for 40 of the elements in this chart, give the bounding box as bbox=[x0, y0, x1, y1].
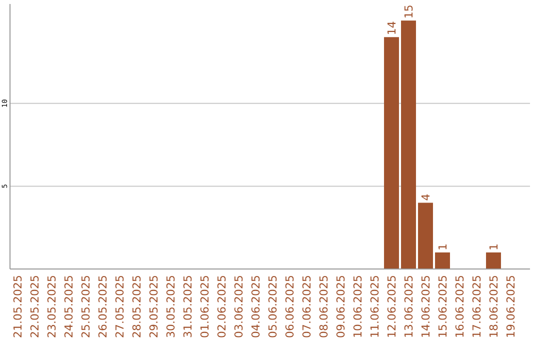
x-tick-label: 06.06.2025 bbox=[284, 275, 296, 338]
x-tick-label: 31.05.2025 bbox=[182, 275, 194, 338]
x-tick-label: 26.05.2025 bbox=[96, 275, 110, 338]
x-tick-label: 22.05.2025 bbox=[28, 275, 42, 338]
x-tick-label: 23.05.2025 bbox=[46, 275, 58, 338]
x-tick-label: 24.05.2025 bbox=[62, 275, 76, 338]
data-label: 1 bbox=[488, 243, 500, 250]
x-tick-label: 08.06.2025 bbox=[318, 275, 330, 338]
bar bbox=[418, 202, 433, 269]
data-label: 4 bbox=[420, 194, 432, 201]
x-tick-label: 16.06.2025 bbox=[454, 275, 466, 338]
x-tick-label: 29.05.2025 bbox=[148, 275, 160, 338]
bar bbox=[486, 252, 501, 269]
x-tick-label: 25.05.2025 bbox=[80, 275, 92, 338]
bar bbox=[384, 37, 399, 269]
x-tick-label: 10.06.2025 bbox=[352, 275, 364, 338]
x-tick-label: 19.06.2025 bbox=[504, 275, 518, 338]
x-tick-label: 11.06.2025 bbox=[368, 275, 382, 338]
bar bbox=[435, 252, 450, 269]
data-label: 15 bbox=[402, 4, 416, 19]
x-tick-label: 18.06.2025 bbox=[488, 275, 500, 338]
x-tick-label: 03.06.2025 bbox=[232, 275, 246, 338]
x-tick-label: 04.06.2025 bbox=[250, 275, 262, 338]
x-tick-label: 12.06.2025 bbox=[386, 275, 398, 338]
data-label: 1 bbox=[436, 243, 450, 250]
x-tick-label: 17.06.2025 bbox=[470, 275, 484, 338]
x-tick-label: 14.06.2025 bbox=[420, 275, 432, 338]
x-tick-label: 01.06.2025 bbox=[198, 275, 212, 338]
x-tick-label: 09.06.2025 bbox=[334, 275, 348, 338]
bar bbox=[401, 20, 416, 269]
x-tick-label: 15.06.2025 bbox=[436, 275, 450, 338]
x-tick-label: 30.05.2025 bbox=[164, 275, 178, 338]
x-tick-label: 28.05.2025 bbox=[130, 275, 144, 338]
x-tick-label: 05.06.2025 bbox=[266, 275, 280, 338]
data-label: 14 bbox=[386, 21, 398, 36]
x-tick-label: 07.06.2025 bbox=[300, 275, 314, 338]
x-tick-label: 21.05.2025 bbox=[12, 275, 24, 338]
x-tick-label: 13.06.2025 bbox=[402, 275, 416, 338]
x-tick-label: 27.05.2025 bbox=[114, 275, 126, 338]
x-tick-label: 02.06.2025 bbox=[216, 275, 228, 338]
